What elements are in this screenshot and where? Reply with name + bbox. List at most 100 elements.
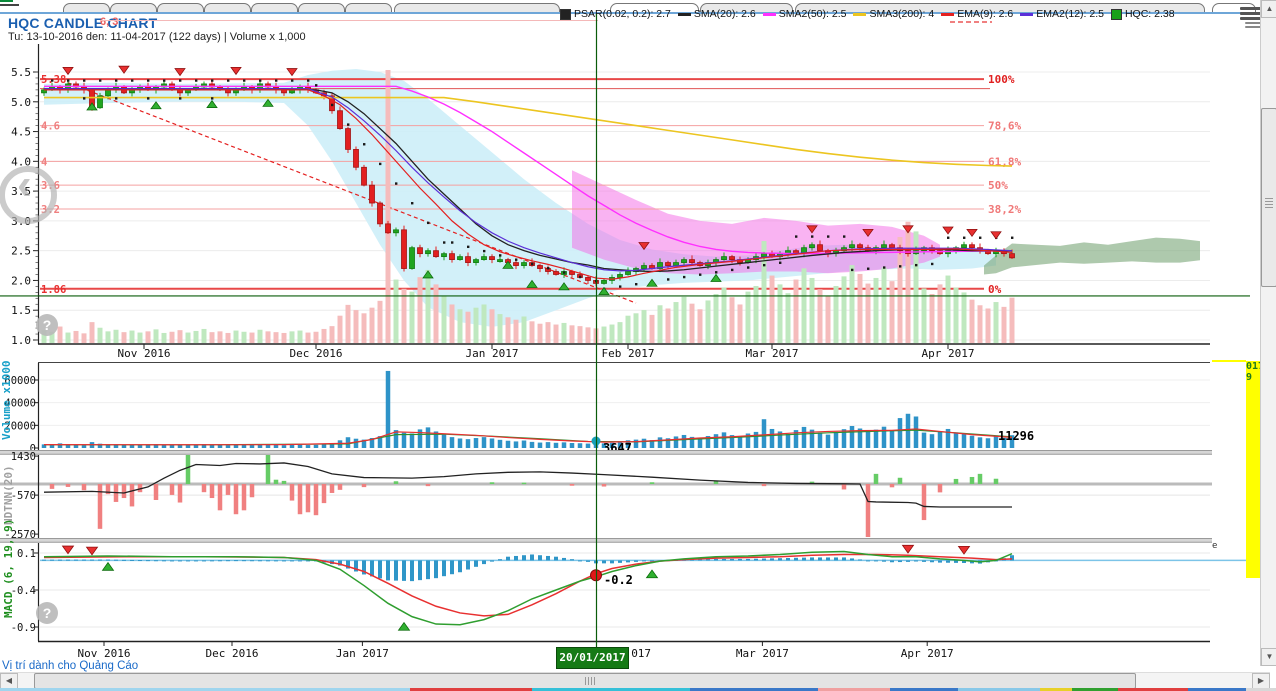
svg-text:4.6: 4.6: [41, 121, 60, 133]
ticker-cell: [1118, 688, 1188, 691]
menu-icon[interactable]: [1240, 5, 1262, 28]
svg-text:MACD (6, 19, 9): MACD (6, 19, 9): [2, 519, 15, 618]
help-icon[interactable]: ?: [36, 314, 58, 336]
svg-text:017: 017: [631, 647, 651, 660]
svg-text:Jan 2017: Jan 2017: [336, 647, 389, 660]
svg-text:e: e: [1212, 541, 1217, 551]
legend-item-5[interactable]: EMA2(12): 2.5: [1020, 8, 1104, 20]
browser-tab-0[interactable]: [63, 3, 110, 13]
svg-text:1.5: 1.5: [11, 304, 31, 317]
svg-text:0%: 0%: [988, 283, 1002, 296]
line-swatch-icon: [941, 12, 955, 16]
square-swatch-icon: [1110, 8, 1122, 20]
svg-text:Mar 2017: Mar 2017: [746, 347, 799, 360]
legend-item-label: SMA3(200): 4: [869, 8, 935, 20]
svg-text:-0.2: -0.2: [604, 573, 633, 587]
legend-item-label: EMA(9): 2.6: [957, 8, 1014, 20]
browser-tab-2[interactable]: [157, 3, 204, 13]
help-icon[interactable]: ?: [36, 602, 58, 624]
legend-item-0[interactable]: PSAR(0.02, 0.2): 2.7: [560, 8, 671, 20]
svg-text:40000: 40000: [4, 398, 36, 410]
browser-tab-9[interactable]: [700, 3, 793, 13]
svg-text:-570: -570: [11, 490, 36, 502]
highlight-line: [1212, 360, 1246, 362]
ad-placeholder-link[interactable]: Vị trí dành cho Quảng Cáo: [2, 660, 139, 672]
ticker-cell: [1188, 688, 1246, 691]
svg-text:2.0: 2.0: [11, 274, 31, 287]
highlight-strip-text2: 9: [1246, 372, 1253, 383]
svg-text:4: 4: [41, 156, 47, 168]
svg-text:5.0: 5.0: [11, 96, 31, 109]
svg-text:100%: 100%: [988, 73, 1015, 86]
svg-text:50%: 50%: [988, 179, 1008, 192]
svg-text:78,6%: 78,6%: [988, 120, 1021, 133]
ticker-cell: [818, 688, 890, 691]
legend-item-label: EMA2(12): 2.5: [1036, 8, 1104, 20]
scroll-up-arrow-icon[interactable]: ▲: [1261, 0, 1276, 18]
page-title: HQC CANDLE CHART: [8, 15, 158, 31]
corner-mark-green: [0, 0, 13, 2]
square-swatch-icon: [560, 8, 571, 20]
svg-text:Feb 2017: Feb 2017: [602, 347, 655, 360]
ticker-cell: [890, 688, 958, 691]
svg-text:60000: 60000: [4, 375, 36, 387]
back-chevron-button[interactable]: [0, 160, 57, 224]
browser-tab-3[interactable]: [204, 3, 251, 13]
chart-legend: PSAR(0.02, 0.2): 2.7 SMA(20): 2.6 SMA2(50)…: [560, 6, 1240, 22]
vertical-scroll-thumb[interactable]: [1261, 108, 1276, 287]
horizontal-scroll-thumb[interactable]: [34, 673, 1136, 689]
horizontal-scrollbar[interactable]: ◀ ▶: [0, 672, 1270, 690]
highlight-strip: 017 9: [1246, 361, 1260, 578]
ticker-strip: [0, 688, 1276, 691]
legend-item-label: SMA2(50): 2.5: [778, 8, 847, 20]
corner-mark-dark: [0, 4, 19, 6]
svg-text:0: 0: [30, 443, 36, 455]
legend-item-label: HQC: 2.38: [1124, 8, 1175, 20]
legend-item-1[interactable]: SMA(20): 2.6: [677, 8, 756, 20]
svg-text:NDTNN(20): NDTNN(20): [2, 465, 15, 525]
browser-tab-1[interactable]: [110, 3, 157, 13]
browser-tab-8[interactable]: [610, 3, 699, 13]
line-swatch-icon: [1020, 12, 1034, 16]
svg-text:20000: 20000: [4, 420, 36, 432]
svg-text:0.1: 0.1: [17, 548, 36, 560]
vertical-scrollbar[interactable]: ▲ ▼: [1260, 0, 1276, 666]
browser-tab-6[interactable]: [345, 3, 392, 13]
legend-item-2[interactable]: SMA2(50): 2.5: [762, 8, 847, 20]
chart-panes: 100%5.3878,6%4.661,8%450%3.638,2%3.20%1.…: [0, 14, 1250, 668]
ticker-cell: [1040, 688, 1072, 691]
svg-text:Apr 2017: Apr 2017: [922, 347, 975, 360]
svg-text:Jan 2017: Jan 2017: [466, 347, 519, 360]
line-swatch-icon: [677, 12, 691, 16]
stray-fib-label: 6, 3: [100, 16, 119, 28]
crosshair-date-label: 20/01/2017: [556, 647, 629, 669]
legend-item-3[interactable]: SMA3(200): 4: [853, 8, 934, 20]
browser-tab-strip[interactable]: [0, 0, 1256, 13]
svg-text:Volume x1000: Volume x1000: [0, 361, 13, 440]
svg-text:Dec 2016: Dec 2016: [290, 347, 343, 360]
browser-tab-7[interactable]: [394, 3, 560, 13]
header-divider: [0, 12, 1256, 14]
highlight-strip-text: 017: [1246, 361, 1260, 372]
legend-item-4[interactable]: EMA(9): 2.6: [941, 8, 1013, 20]
legend-item-label: PSAR(0.02, 0.2): 2.7: [574, 8, 671, 20]
svg-text:Nov 2016: Nov 2016: [78, 647, 131, 660]
browser-tab-5[interactable]: [298, 3, 345, 13]
svg-text:-0.9: -0.9: [11, 622, 36, 634]
legend-item-6[interactable]: HQC: 2.38: [1110, 8, 1175, 20]
browser-tab-10[interactable]: [795, 3, 1205, 13]
ticker-cell: [1072, 688, 1118, 691]
line-swatch-icon: [762, 12, 776, 16]
svg-text:-0.4: -0.4: [11, 585, 36, 597]
macd-pane: -0.2 0.1 -0.4 -0.9 MACD (6, 19, 9) Nov 2016 De…: [2, 519, 1246, 660]
legend-item-label: SMA(20): 2.6: [693, 8, 756, 20]
svg-text:11296: 11296: [998, 429, 1034, 443]
scroll-down-arrow-icon[interactable]: ▼: [1261, 648, 1276, 666]
svg-text:4.5: 4.5: [11, 126, 31, 139]
svg-text:2.5: 2.5: [11, 245, 31, 258]
ticker-cell: [410, 688, 532, 691]
browser-tab-4[interactable]: [251, 3, 298, 13]
